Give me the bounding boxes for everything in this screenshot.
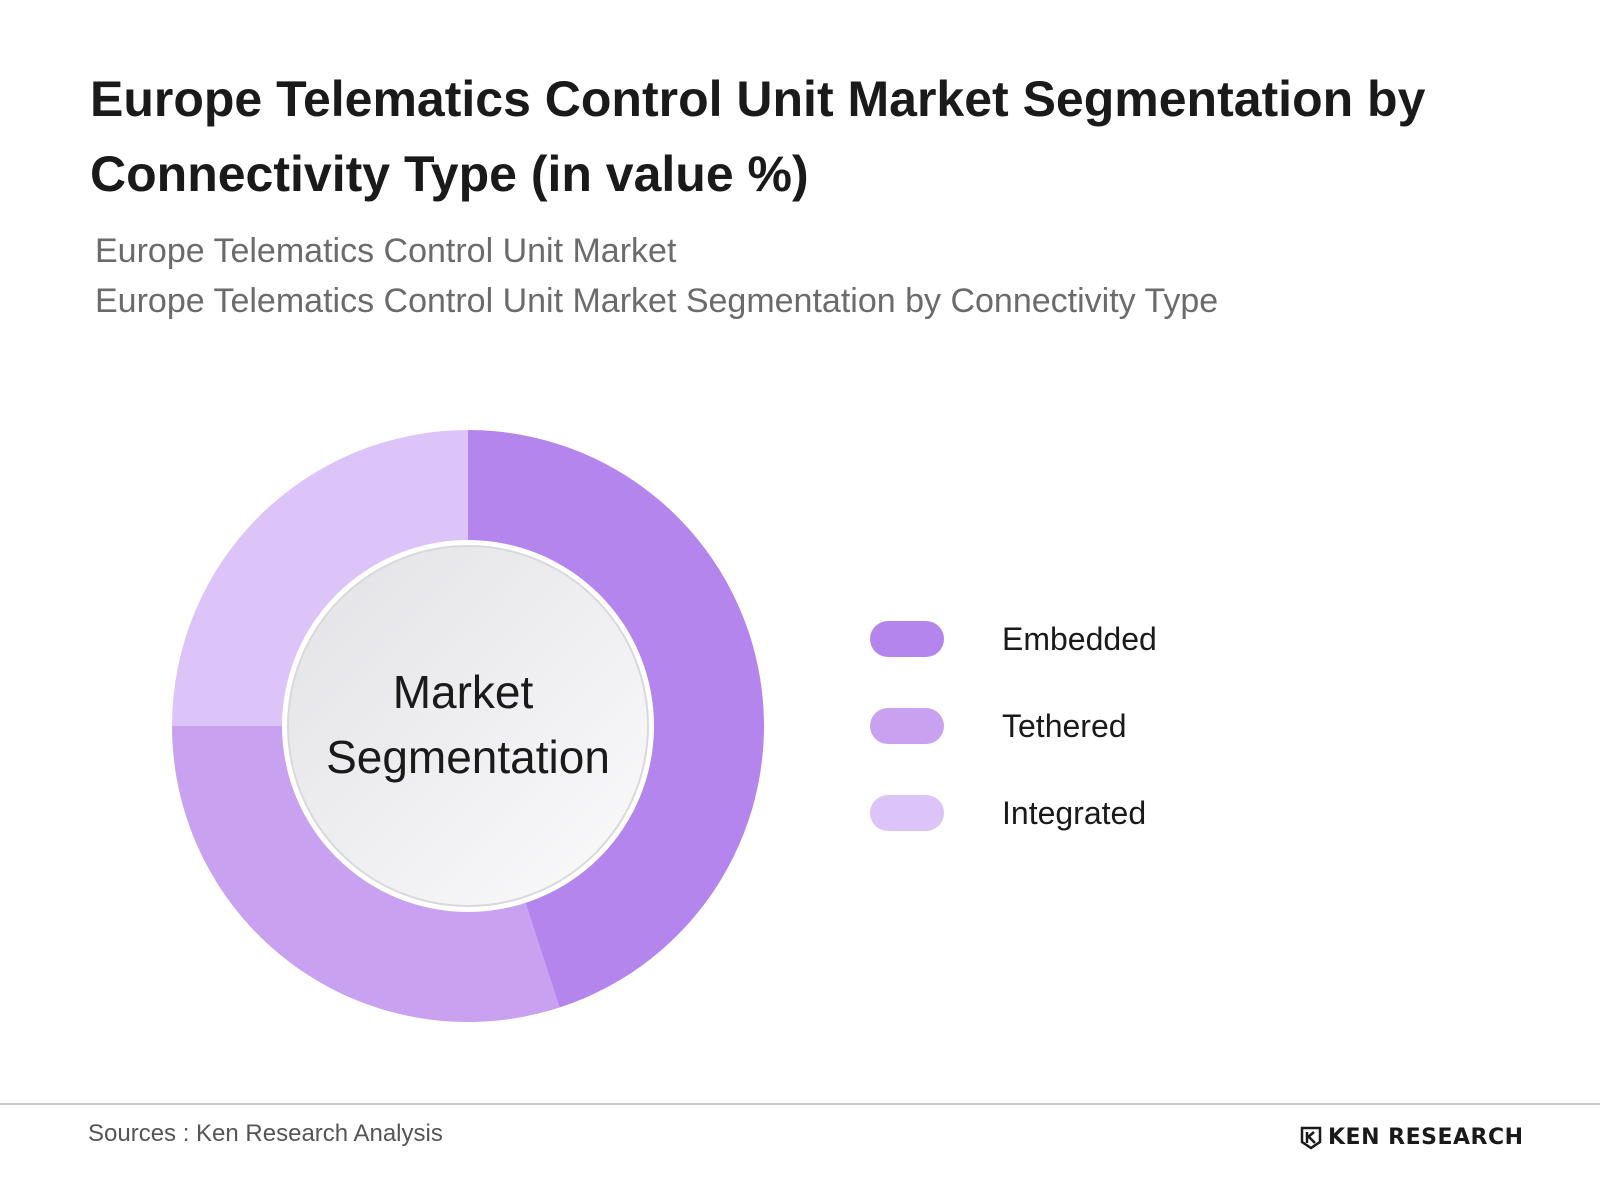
ken-research-logo: KEN RESEARCH: [1300, 1124, 1523, 1154]
center-label-line-2: Segmentation: [326, 731, 610, 783]
legend-swatch-tethered: [870, 708, 944, 744]
sources-note: Sources : Ken Research Analysis: [88, 1120, 443, 1147]
donut-center-disc: [287, 545, 649, 907]
chart-subtitle-market: Europe Telematics Control Unit Market: [95, 232, 677, 270]
center-label-line-1: Market: [393, 666, 534, 718]
legend-label-embedded: Embedded: [1002, 621, 1157, 657]
donut-chart: Market Segmentation: [172, 430, 765, 1023]
chart-subtitle-segmentation: Europe Telematics Control Unit Market Se…: [95, 282, 1219, 320]
legend-swatch-embedded: [870, 621, 944, 657]
legend-label-tethered: Tethered: [1002, 708, 1127, 744]
footer-divider: [0, 1103, 1600, 1105]
legend-swatch-integrated: [870, 795, 944, 831]
legend-label-integrated: Integrated: [1002, 795, 1147, 831]
ken-research-logo-mark: [1300, 1126, 1322, 1150]
chart-title: Europe Telematics Control Unit Market Se…: [90, 71, 1426, 202]
donut-slice-integrated: [172, 430, 468, 726]
ken-research-logo-text: KEN RESEARCH: [1328, 1125, 1524, 1150]
